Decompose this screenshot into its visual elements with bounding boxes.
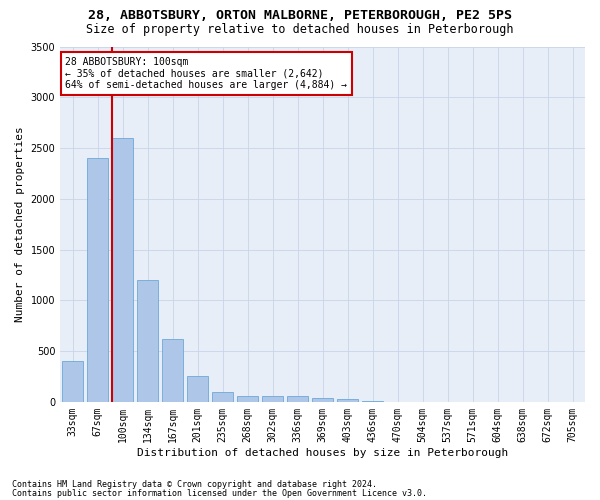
Bar — [162, 339, 183, 402]
Bar — [287, 396, 308, 402]
Text: Contains public sector information licensed under the Open Government Licence v3: Contains public sector information licen… — [12, 489, 427, 498]
Bar — [312, 398, 333, 402]
Text: 28, ABBOTSBURY, ORTON MALBORNE, PETERBOROUGH, PE2 5PS: 28, ABBOTSBURY, ORTON MALBORNE, PETERBOR… — [88, 9, 512, 22]
Bar — [87, 158, 108, 402]
Bar — [337, 399, 358, 402]
Text: Size of property relative to detached houses in Peterborough: Size of property relative to detached ho… — [86, 22, 514, 36]
Bar — [237, 396, 258, 402]
Bar — [137, 280, 158, 402]
X-axis label: Distribution of detached houses by size in Peterborough: Distribution of detached houses by size … — [137, 448, 508, 458]
Text: 28 ABBOTSBURY: 100sqm
← 35% of detached houses are smaller (2,642)
64% of semi-d: 28 ABBOTSBURY: 100sqm ← 35% of detached … — [65, 57, 347, 90]
Bar — [262, 396, 283, 402]
Bar — [212, 392, 233, 402]
Y-axis label: Number of detached properties: Number of detached properties — [15, 126, 25, 322]
Text: Contains HM Land Registry data © Crown copyright and database right 2024.: Contains HM Land Registry data © Crown c… — [12, 480, 377, 489]
Bar — [112, 138, 133, 402]
Bar — [187, 376, 208, 402]
Bar — [62, 361, 83, 402]
